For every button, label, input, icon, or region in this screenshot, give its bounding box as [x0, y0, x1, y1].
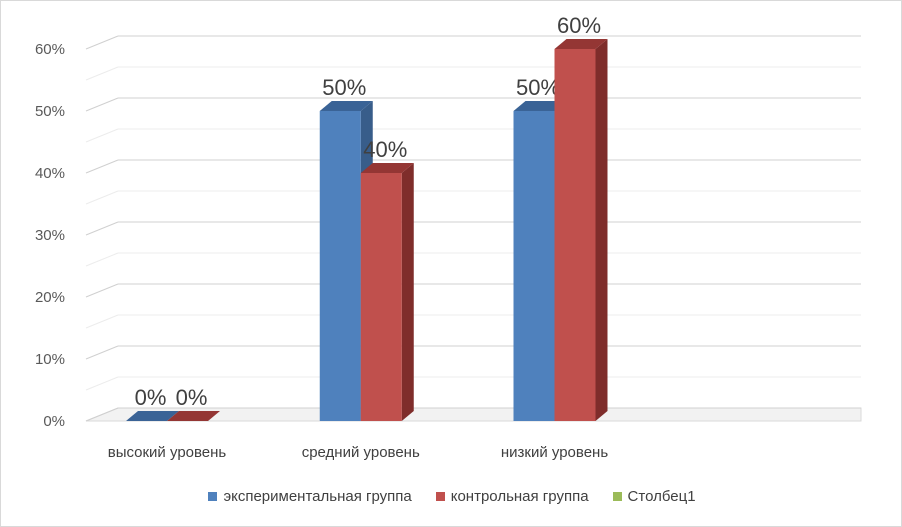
gridline-major: [85, 345, 119, 360]
legend-item: контрольная группа: [435, 487, 589, 505]
data-label: 0%: [135, 385, 167, 410]
y-tick-label: 10%: [35, 351, 65, 368]
bar: [513, 111, 555, 421]
gridline-minor: [85, 190, 119, 205]
chart-plot: 0% 10% 20% 30% 40% 50% 60% 0% 50% 50% 0% 40% 60% высо…: [35, 13, 862, 461]
gridline-major: [85, 221, 119, 236]
legend-label: экспериментальная группа: [223, 487, 412, 505]
gridline-minor: [85, 252, 119, 267]
y-tick-label: 20%: [35, 289, 65, 306]
data-label: 50%: [516, 75, 560, 100]
bar: [360, 173, 402, 421]
bar-top: [126, 411, 179, 421]
x-tick-label: низкий уровень: [501, 444, 608, 461]
gridline-major: [85, 35, 119, 50]
bar-top: [513, 101, 567, 111]
x-tick-label: высокий уровень: [108, 444, 227, 461]
bar-side: [595, 39, 608, 421]
bar-top: [554, 39, 608, 49]
bar: [554, 49, 596, 421]
bar: [319, 111, 361, 421]
legend-swatch: [208, 491, 218, 501]
gridline-minor: [85, 128, 119, 143]
legend-label: контрольная группа: [450, 487, 589, 505]
y-tick-label: 50%: [35, 103, 65, 120]
data-label: 0%: [176, 385, 208, 410]
gridline-major: [85, 97, 119, 112]
gridline-major: [85, 407, 119, 422]
gridline-minor: [85, 376, 119, 391]
gridline-minor: [85, 66, 119, 81]
bar-top: [319, 101, 373, 111]
y-tick-label: 40%: [35, 165, 65, 182]
bar-top: [167, 411, 220, 421]
gridline-major: [85, 159, 119, 174]
legend-item: экспериментальная группа: [208, 487, 412, 505]
chart-legend: экспериментальная группа контрольная груп…: [1, 485, 902, 507]
y-tick-label: 60%: [35, 41, 65, 58]
legend-item: Столбец1: [612, 487, 696, 505]
legend-swatch: [435, 491, 445, 501]
y-tick-label: 30%: [35, 227, 65, 244]
gridline-major: [85, 283, 119, 298]
legend-swatch: [612, 491, 622, 501]
bar-side: [401, 163, 414, 421]
data-label: 50%: [322, 75, 366, 100]
gridline-minor: [85, 314, 119, 329]
x-tick-label: средний уровень: [302, 444, 420, 461]
data-label: 60%: [557, 13, 601, 38]
data-label: 40%: [363, 137, 407, 162]
legend-label: Столбец1: [627, 487, 696, 505]
y-tick-label: 0%: [43, 413, 65, 430]
bar-top: [360, 163, 414, 173]
